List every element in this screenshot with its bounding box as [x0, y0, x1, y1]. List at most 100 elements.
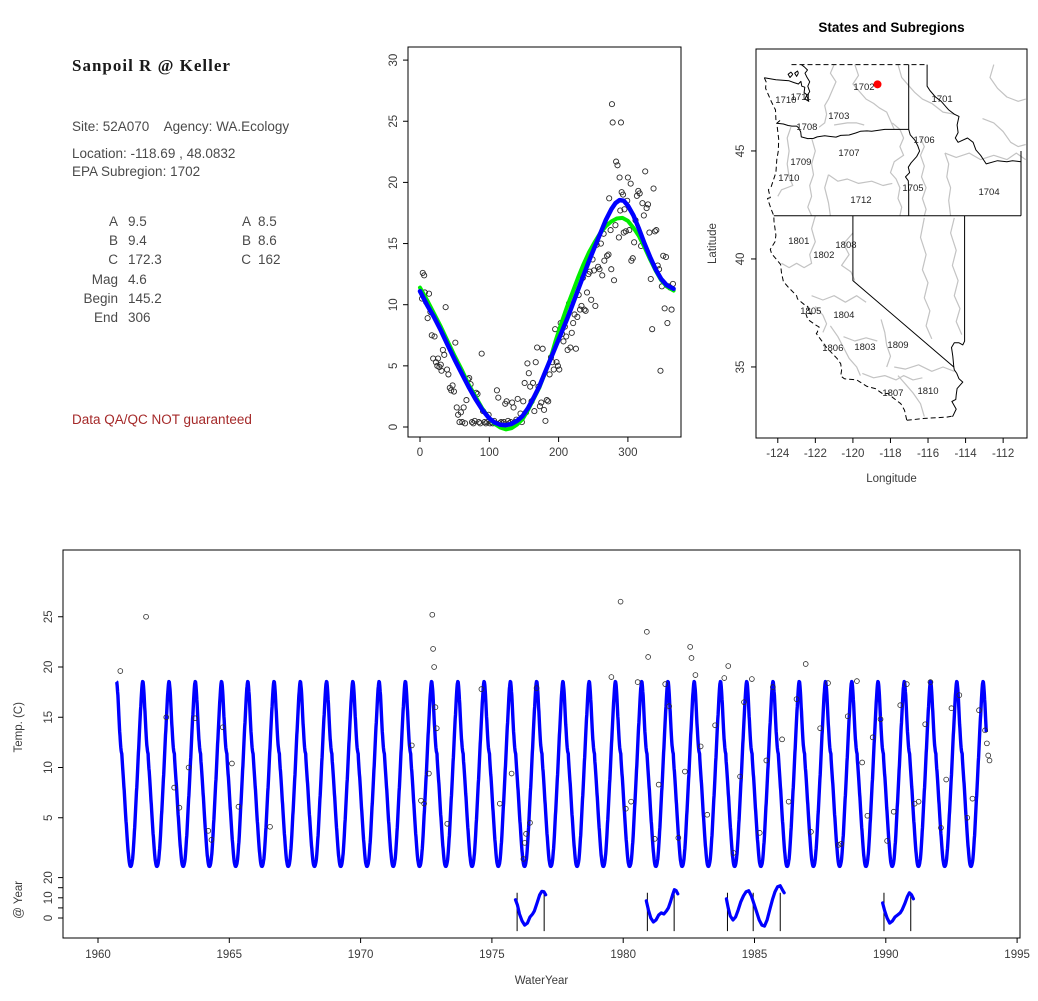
state-boundary	[926, 64, 1022, 165]
data-point	[636, 190, 643, 197]
data-point	[599, 272, 606, 279]
y-tick-year-label: 10	[43, 891, 55, 904]
subregion-boundary	[944, 152, 952, 216]
data-point	[426, 770, 432, 777]
subregion-boundary	[807, 137, 816, 217]
data-point	[421, 800, 427, 807]
data-point	[508, 770, 515, 777]
y-tick-year-label: 20	[43, 871, 55, 884]
data-point	[568, 329, 575, 336]
data-point	[478, 686, 485, 692]
x-axis-label: WaterYear	[515, 975, 569, 987]
y-tick-temp-label: 20	[43, 661, 55, 674]
data-point	[639, 200, 646, 207]
data-point	[643, 205, 650, 212]
data-point	[651, 836, 658, 842]
data-point	[523, 831, 529, 837]
data-point	[450, 388, 458, 395]
location-line: Location: -118.69 , 48.0832	[72, 146, 236, 161]
map-y-axis-label: Latitude	[707, 223, 719, 264]
subregion-code-1807: 1807	[882, 388, 903, 399]
data-point	[582, 307, 589, 314]
data-point	[606, 195, 613, 202]
subregion-code-1711: 1711	[791, 92, 811, 103]
data-point	[644, 629, 650, 635]
data-point	[563, 333, 570, 340]
data-point	[543, 397, 550, 404]
x-tick-label: 1985	[742, 949, 768, 961]
data-point	[527, 383, 534, 390]
data-point	[697, 743, 704, 750]
param-left-c-value: 172.3	[128, 252, 162, 268]
smooth-fit-line-blue	[417, 197, 676, 428]
data-point	[854, 678, 860, 684]
data-point	[948, 705, 955, 712]
data-point	[521, 840, 528, 846]
subregion-boundary	[834, 122, 865, 126]
data-point	[956, 692, 963, 698]
data-point	[527, 819, 533, 826]
x-tick-label: 300	[618, 447, 637, 459]
state-boundary	[764, 64, 811, 102]
data-point	[626, 227, 633, 234]
data-point	[496, 800, 503, 807]
x-tick-label: 1995	[1004, 949, 1030, 961]
data-point	[986, 757, 993, 764]
y-tick-label: 30	[388, 54, 400, 67]
data-point	[609, 119, 616, 126]
data-point	[616, 174, 623, 181]
data-point	[785, 798, 792, 805]
param-right-b-value: 8.6	[258, 233, 277, 249]
data-point	[737, 773, 743, 780]
data-point	[471, 417, 478, 424]
subregion-code-1706: 1706	[914, 135, 935, 146]
subregion-code-1801: 1801	[788, 236, 809, 247]
data-point	[532, 359, 539, 366]
subregion-code-1708: 1708	[796, 122, 817, 133]
subregion-code-1702: 1702	[853, 82, 874, 93]
data-point	[627, 180, 634, 187]
station-title: Sanpoil R @ Keller	[72, 56, 231, 75]
epa-subregion-line: EPA Subregion: 1702	[72, 164, 201, 179]
data-point	[660, 252, 667, 259]
data-point	[687, 644, 693, 650]
data-point	[185, 764, 192, 771]
data-point	[444, 820, 451, 827]
map-x-tick-label: -120	[841, 448, 864, 460]
x-tick-label: 1960	[85, 949, 111, 961]
data-point	[442, 304, 449, 311]
data-point	[531, 408, 538, 415]
y-tick-label: 25	[388, 115, 400, 128]
data-point	[478, 350, 485, 357]
data-point	[675, 835, 682, 841]
subregion-code-1806: 1806	[822, 343, 843, 354]
data-point	[601, 257, 608, 264]
data-point	[607, 227, 614, 234]
data-point	[619, 191, 627, 198]
state-boundary	[763, 77, 908, 421]
subregion-boundary	[824, 174, 831, 216]
data-point	[438, 367, 445, 374]
data-point	[267, 823, 273, 830]
site-location-marker	[873, 80, 882, 89]
subregion-boundary	[852, 64, 895, 130]
data-point	[588, 296, 595, 303]
data-point	[205, 828, 212, 834]
x-tick-label: 1990	[873, 949, 899, 961]
data-point	[617, 598, 624, 605]
data-point	[756, 830, 763, 836]
subregion-boundary	[841, 232, 856, 281]
subregion-code-1709: 1709	[790, 157, 811, 168]
anomaly-segment-line	[724, 884, 786, 928]
data-point	[763, 757, 770, 764]
data-point	[646, 229, 653, 236]
data-point	[536, 403, 543, 410]
data-point	[192, 715, 198, 722]
plot-frame	[62, 549, 1021, 939]
data-point	[615, 234, 622, 241]
data-point	[927, 679, 934, 685]
param-right-a-value: 8.5	[258, 214, 277, 229]
subregion-code-1703: 1703	[828, 111, 849, 122]
subregion-code-1707: 1707	[838, 148, 859, 159]
subregion-boundary	[777, 127, 794, 197]
